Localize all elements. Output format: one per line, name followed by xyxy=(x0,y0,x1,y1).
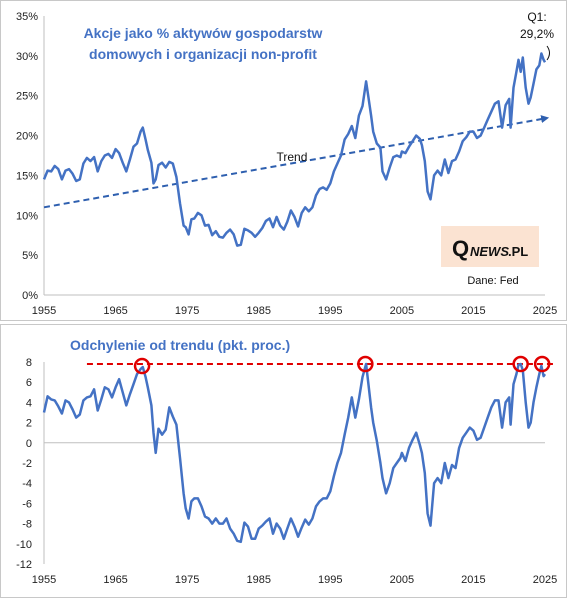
peak-marker-circle xyxy=(533,355,551,373)
top-y-tick-label: 25% xyxy=(16,91,38,103)
top-chart-title-line-2: domowych i organizacji non-profit xyxy=(89,46,317,62)
bottom-y-tick-label: -12 xyxy=(16,559,32,571)
q1-label: Q1: xyxy=(527,10,546,24)
top-y-tick-label: 0% xyxy=(22,290,38,302)
bottom-y-tick-label: -6 xyxy=(22,498,32,510)
bottom-x-tick-label: 1965 xyxy=(103,574,127,586)
q1-callout-bracket xyxy=(546,45,550,61)
source-label: Dane: Fed xyxy=(467,275,518,287)
top-x-tick-label: 1975 xyxy=(175,305,199,317)
top-x-tick-label: 1985 xyxy=(246,305,270,317)
peak-marker-circle xyxy=(512,355,529,373)
bottom-y-tick-label: -10 xyxy=(16,539,32,551)
qnews-logo xyxy=(441,226,539,267)
bottom-x-tick-label: 1985 xyxy=(246,574,270,586)
qnews-logo-q: Q xyxy=(452,236,469,261)
bottom-x-tick-label: 2015 xyxy=(461,574,485,586)
trend-line xyxy=(43,115,550,209)
top-x-axis-ticks: 1955 1965 1975 1985 1995 2005 2015 2025 xyxy=(32,305,557,317)
peak-marker-circle xyxy=(357,355,374,373)
stock-share-series-line xyxy=(42,52,547,247)
bottom-y-tick-label: -4 xyxy=(22,478,32,490)
bottom-x-axis-ticks: 1955 1965 1975 1985 1995 2005 2015 2025 xyxy=(32,574,557,586)
q1-value-label: 29,2% xyxy=(520,27,554,41)
top-chart-title-line-1: Akcje jako % aktywów gospodarstw xyxy=(84,25,323,41)
top-x-tick-label: 1995 xyxy=(318,305,342,317)
bottom-y-tick-label: 8 xyxy=(26,357,32,369)
bottom-x-tick-label: 1955 xyxy=(32,574,56,586)
bottom-y-tick-label: 0 xyxy=(26,438,32,450)
qnews-logo-pl: .PL xyxy=(508,244,528,259)
top-x-tick-label: 1955 xyxy=(32,305,56,317)
bottom-x-tick-label: 1975 xyxy=(175,574,199,586)
top-y-tick-label: 10% xyxy=(16,210,38,222)
bottom-y-tick-label: -2 xyxy=(22,458,32,470)
bottom-x-tick-label: 2005 xyxy=(390,574,414,586)
peak-marker-circle xyxy=(133,357,151,375)
bottom-panel-frame xyxy=(0,324,567,598)
top-y-axis-ticks: 0% 5% 10% 15% 20% 25% 30% 35% xyxy=(16,11,38,302)
bottom-chart-title: Odchylenie od trendu (pkt. proc.) xyxy=(70,337,290,353)
bottom-y-axis-ticks: -12 -10 -8 -6 -4 -2 0 2 4 6 8 xyxy=(16,357,32,571)
qnews-logo-news: NEWS xyxy=(470,244,509,259)
bottom-y-tick-label: -8 xyxy=(22,519,32,531)
bottom-y-tick-label: 2 xyxy=(26,418,32,430)
top-y-tick-label: 15% xyxy=(16,170,38,182)
top-x-tick-label: 1965 xyxy=(103,305,127,317)
top-y-tick-label: 35% xyxy=(16,11,38,23)
trend-label: Trend xyxy=(277,150,308,164)
top-x-tick-label: 2015 xyxy=(461,305,485,317)
top-x-tick-label: 2005 xyxy=(390,305,414,317)
bottom-x-tick-label: 2025 xyxy=(533,574,557,586)
bottom-y-tick-label: 4 xyxy=(26,397,32,409)
top-y-tick-label: 20% xyxy=(16,131,38,143)
top-y-tick-label: 30% xyxy=(16,51,38,63)
deviation-series-line xyxy=(42,362,547,544)
bottom-x-tick-label: 1995 xyxy=(318,574,342,586)
bottom-y-tick-label: 6 xyxy=(26,377,32,389)
top-y-tick-label: 5% xyxy=(22,250,38,262)
peak-markers xyxy=(133,355,551,375)
top-x-tick-label: 2025 xyxy=(533,305,557,317)
